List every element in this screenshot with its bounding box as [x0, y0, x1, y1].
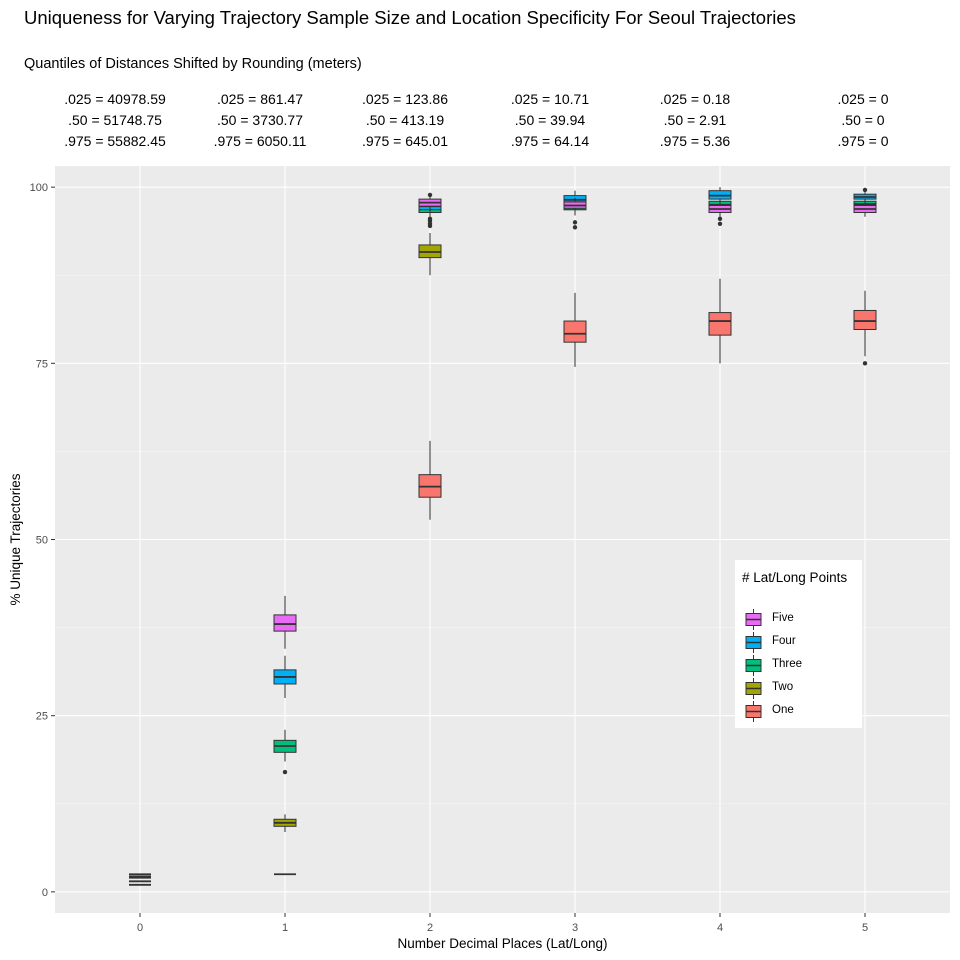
quantile-value: .50 = 3730.77 [216, 112, 304, 128]
quantile-column: .025 = 0.18 .50 = 2.91 .975 = 5.36 [620, 89, 770, 152]
series-five [129, 192, 877, 876]
quantile-column: .025 = 40978.59 .50 = 51748.75 .975 = 5588… [40, 89, 190, 152]
legend-key [745, 701, 762, 722]
outlier-point [862, 187, 868, 193]
x-tick-label: 5 [862, 922, 868, 934]
y-tick-label: 75 [36, 358, 48, 370]
quantile-value: .975 = 5.36 [659, 133, 731, 149]
quantile-value: .975 = 6050.11 [213, 133, 307, 149]
x-tick-label: 3 [572, 922, 578, 934]
box-five [273, 614, 297, 632]
quantile-value: .975 = 645.01 [361, 133, 449, 149]
legend-label: Two [772, 681, 794, 693]
legend: # Lat/Long Points Five Four Three Two One [735, 560, 862, 728]
legend-key [745, 609, 762, 630]
quantile-value: .025 = 861.47 [216, 91, 304, 107]
quantile-value: .975 = 0 [837, 133, 889, 149]
quantile-value: .025 = 0 [837, 91, 889, 107]
legend-label: Five [772, 612, 794, 624]
legend-key [745, 632, 762, 653]
quantile-value: .50 = 51748.75 [68, 112, 162, 128]
outlier-point [427, 192, 433, 198]
legend-item-one: One [742, 700, 857, 723]
quantile-value: .975 = 55882.45 [64, 133, 166, 149]
quantile-heading: Quantiles of Distances Shifted by Roundi… [24, 56, 362, 72]
legend-key [745, 655, 762, 676]
legend-key [745, 678, 762, 699]
quantile-column: .025 = 10.71 .50 = 39.94 .975 = 64.14 [475, 89, 625, 152]
quantile-value: .50 = 39.94 [514, 112, 586, 128]
quantile-value: .025 = 0.18 [659, 91, 731, 107]
quantile-column: .025 = 0 .50 = 0 .975 = 0 [788, 89, 938, 152]
legend-item-three: Three [742, 654, 857, 677]
outlier-point [572, 225, 578, 230]
legend-title: # Lat/Long Points [742, 570, 848, 585]
legend-label: Four [772, 635, 796, 647]
quantile-column: .025 = 123.86 .50 = 413.19 .975 = 645.01 [330, 89, 480, 152]
x-tick-label: 4 [717, 922, 723, 934]
y-tick-label: 25 [36, 711, 48, 723]
quantile-value: .025 = 10.71 [510, 91, 590, 107]
box-one [708, 312, 732, 336]
quantile-value: .975 = 64.14 [510, 133, 590, 149]
legend-item-two: Two [742, 677, 857, 700]
x-tick-label: 0 [137, 922, 143, 934]
series-one [129, 278, 877, 886]
outlier-point [717, 221, 723, 226]
box-one [853, 309, 877, 330]
quantile-value: .025 = 40978.59 [64, 91, 166, 107]
quantile-value: .50 = 0 [841, 112, 885, 128]
x-tick-label: 2 [427, 922, 433, 934]
outlier-point [427, 216, 433, 222]
y-tick-label: 50 [36, 535, 48, 547]
y-tick-label: 100 [30, 182, 48, 194]
chart-title: Uniqueness for Varying Trajectory Sample… [24, 7, 796, 28]
legend-label: One [772, 704, 794, 716]
outlier-point [572, 220, 578, 225]
y-tick-label: 0 [42, 887, 48, 899]
outlier-point [862, 361, 868, 366]
quantile-column: .025 = 861.47 .50 = 3730.77 .975 = 6050.11 [185, 89, 335, 152]
legend-item-five: Five [742, 608, 857, 631]
outlier-point [717, 216, 723, 222]
x-axis-title: Number Decimal Places (Lat/Long) [397, 936, 607, 951]
quantile-value: .025 = 123.86 [361, 91, 449, 107]
legend-item-four: Four [742, 631, 857, 654]
outlier-point [282, 769, 288, 775]
quantile-value: .50 = 413.19 [365, 112, 445, 128]
legend-label: Three [772, 658, 803, 670]
quantile-value: .50 = 2.91 [663, 112, 727, 128]
box-one [563, 320, 587, 343]
x-tick-label: 1 [282, 922, 288, 934]
y-axis-title: % Unique Trajectories [8, 473, 23, 605]
